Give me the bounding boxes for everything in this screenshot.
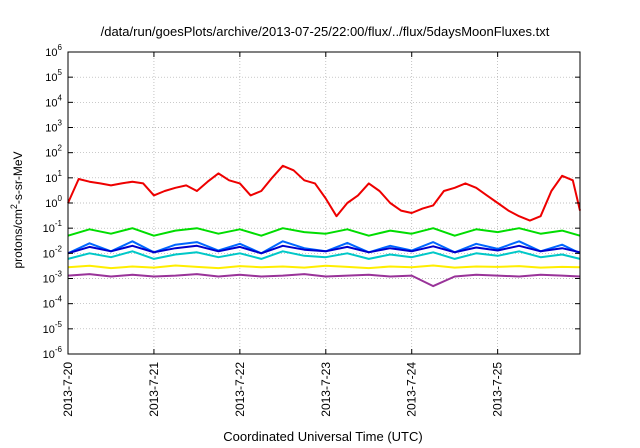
x-tick-label: 2013-7-23: [319, 362, 333, 417]
y-tick-base: 10: [43, 324, 55, 336]
y-axis-label-pre: protons/cm: [11, 209, 25, 268]
y-axis-label: protons/cm2-s-sr-MeV: [9, 151, 25, 268]
y-tick-base: 10: [45, 72, 57, 84]
x-tick-label: 2013-7-20: [61, 362, 75, 417]
grid: [68, 52, 580, 354]
y-tick-exponent: -4: [55, 295, 63, 304]
series-line-2: [67, 250, 581, 260]
y-tick-exponent: 0: [58, 194, 63, 203]
y-tick-label: 10-6: [43, 345, 63, 361]
y-tick-exponent: 4: [58, 93, 63, 102]
plot-frame: [67, 51, 581, 355]
y-tick-label: 10-2: [43, 244, 63, 260]
y-tick-label: 100: [45, 194, 62, 210]
y-tick-base: 10: [45, 148, 57, 160]
y-tick-exponent: -6: [55, 345, 63, 354]
y-tick-exponent: 6: [58, 43, 63, 52]
x-tick-labels: 2013-7-20 2013-7-21 2013-7-22 2013-7-23 2013…: [61, 362, 505, 417]
y-axis-label-post: -s-sr-MeV: [11, 151, 25, 204]
x-tick-label: 2013-7-21: [147, 362, 161, 417]
series-layer: [67, 164, 581, 288]
chart-title: /data/run/goesPlots/archive/2013-07-25/2…: [101, 24, 550, 39]
y-tick-exponent: 3: [58, 119, 63, 128]
y-tick-base: 10: [45, 97, 57, 109]
series-line-7: [67, 164, 581, 222]
series-line-6: [67, 273, 581, 288]
y-tick-base: 10: [45, 47, 57, 59]
x-tick-label: 2013-7-24: [405, 362, 419, 417]
y-tick-base: 10: [43, 248, 55, 260]
axes: [67, 51, 581, 355]
y-tick-label: 10-3: [43, 270, 63, 286]
y-tick-label: 103: [45, 119, 62, 135]
y-tick-label: 104: [45, 93, 62, 109]
x-tick-label: 2013-7-25: [491, 362, 505, 417]
y-tick-base: 10: [43, 274, 55, 286]
y-tick-exponent: -2: [55, 244, 63, 253]
x-axis-label: Coordinated Universal Time (UTC): [223, 429, 422, 444]
y-tick-label: 10-4: [43, 295, 63, 311]
y-tick-base: 10: [43, 349, 55, 361]
series-line-4: [67, 244, 581, 255]
y-tick-exponent: -1: [55, 219, 63, 228]
y-tick-exponent: 5: [58, 68, 63, 77]
y-tick-label: 101: [45, 169, 62, 185]
y-tick-base: 10: [45, 198, 57, 210]
y-tick-label: 10-1: [43, 219, 63, 235]
y-tick-base: 10: [45, 123, 57, 135]
y-tick-exponent: -5: [55, 320, 63, 329]
y-tick-exponent: -3: [55, 270, 63, 279]
y-tick-exponent: 1: [58, 169, 63, 178]
y-tick-base: 10: [45, 173, 57, 185]
y-tick-label: 10-5: [43, 320, 63, 336]
y-tick-label: 102: [45, 144, 62, 160]
y-tick-base: 10: [43, 299, 55, 311]
y-tick-labels: 10-610-510-410-310-210-11001011021031041…: [43, 43, 63, 361]
series-line-5: [67, 264, 581, 270]
y-axis-label-sup: 2: [9, 204, 19, 209]
y-tick-label: 105: [45, 68, 62, 84]
x-tick-label: 2013-7-22: [233, 362, 247, 417]
series-line-1: [67, 227, 581, 237]
y-tick-label: 106: [45, 43, 62, 59]
y-tick-base: 10: [43, 223, 55, 235]
y-tick-exponent: 2: [58, 144, 63, 153]
